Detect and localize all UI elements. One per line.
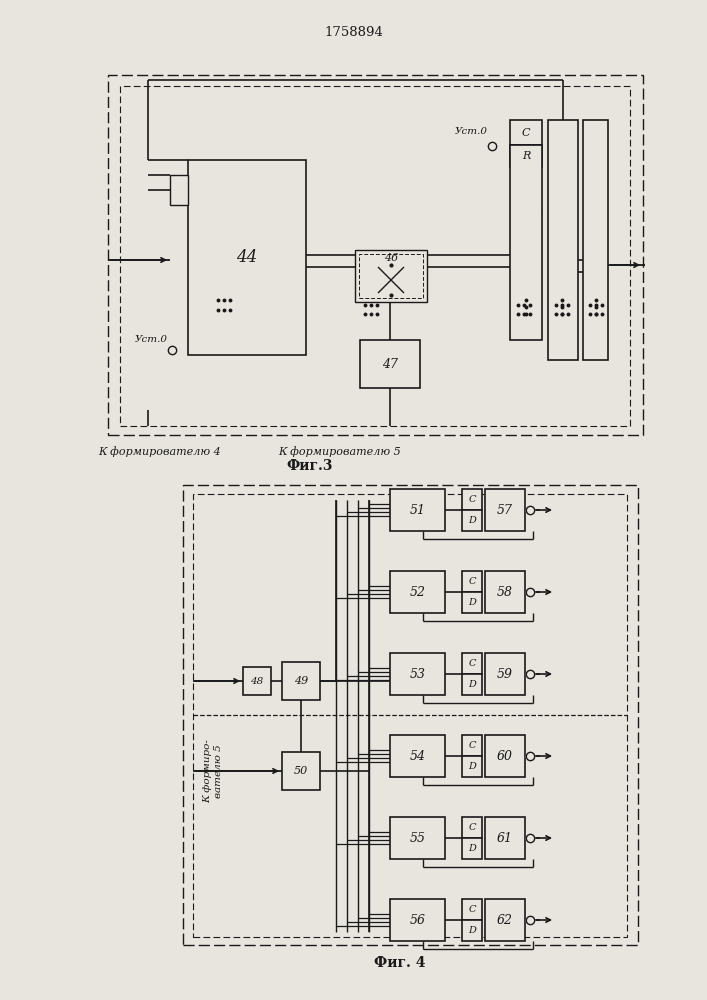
Text: D: D (468, 680, 476, 689)
Bar (243, 667, 271, 695)
Text: C: C (468, 905, 476, 914)
Text: C: C (468, 577, 476, 586)
Bar (462, 571, 482, 592)
Bar (355, 250, 427, 302)
Bar (485, 571, 525, 613)
Text: 44: 44 (236, 249, 257, 266)
Bar (462, 838, 482, 859)
Bar (462, 653, 482, 674)
Text: D: D (468, 598, 476, 607)
Bar (193, 494, 627, 937)
Bar (282, 662, 320, 700)
Text: 59: 59 (497, 668, 513, 680)
Text: 49: 49 (294, 676, 308, 686)
Text: 52: 52 (409, 585, 426, 598)
Text: D: D (468, 762, 476, 771)
Text: 62: 62 (497, 914, 513, 926)
Bar (510, 120, 542, 145)
Text: 48: 48 (250, 676, 264, 686)
Text: C: C (522, 127, 530, 137)
Bar (390, 735, 445, 777)
Bar (188, 160, 306, 355)
Bar (485, 489, 525, 531)
Bar (108, 75, 643, 435)
Bar (359, 254, 423, 298)
Text: 56: 56 (409, 914, 426, 926)
Text: К формиро-
вателю 5: К формиро- вателю 5 (204, 739, 223, 803)
Text: C: C (468, 659, 476, 668)
Text: D: D (468, 926, 476, 935)
Text: D: D (468, 844, 476, 853)
Bar (360, 340, 420, 388)
Bar (462, 592, 482, 613)
Bar (548, 120, 578, 360)
Text: Фиг. 4: Фиг. 4 (374, 956, 426, 970)
Text: 61: 61 (497, 832, 513, 844)
Text: 53: 53 (409, 668, 426, 680)
Text: К формирователю 5: К формирователю 5 (279, 447, 402, 457)
Bar (462, 510, 482, 531)
Bar (462, 674, 482, 695)
Bar (390, 899, 445, 941)
Bar (462, 920, 482, 941)
Bar (583, 120, 608, 360)
Text: C: C (468, 741, 476, 750)
Text: Уст.0: Уст.0 (135, 336, 168, 344)
Text: 55: 55 (409, 832, 426, 844)
Text: 54: 54 (409, 750, 426, 762)
Bar (485, 899, 525, 941)
Text: C: C (468, 495, 476, 504)
Bar (462, 489, 482, 510)
Text: R: R (522, 151, 530, 161)
Bar (183, 485, 638, 945)
Text: 51: 51 (409, 504, 426, 516)
Text: D: D (468, 516, 476, 525)
Bar (462, 899, 482, 920)
Text: 46: 46 (384, 253, 398, 263)
Bar (282, 752, 320, 790)
Bar (510, 145, 542, 167)
Bar (462, 817, 482, 838)
Text: C: C (468, 823, 476, 832)
Text: 1758894: 1758894 (325, 25, 383, 38)
Bar (390, 571, 445, 613)
Bar (390, 817, 445, 859)
Bar (462, 735, 482, 756)
Bar (170, 175, 188, 205)
Bar (390, 653, 445, 695)
Bar (485, 653, 525, 695)
Text: 50: 50 (294, 766, 308, 776)
Text: Уст.0: Уст.0 (455, 127, 488, 136)
Text: К формирователю 4: К формирователю 4 (98, 447, 221, 457)
Text: 47: 47 (382, 358, 398, 370)
Text: 58: 58 (497, 585, 513, 598)
Bar (485, 735, 525, 777)
Text: 60: 60 (497, 750, 513, 762)
Bar (390, 489, 445, 531)
Bar (485, 817, 525, 859)
Bar (462, 756, 482, 777)
Text: 57: 57 (497, 504, 513, 516)
Bar (120, 86, 630, 426)
Bar (510, 145, 542, 340)
Text: Фиг.3: Фиг.3 (287, 459, 333, 473)
